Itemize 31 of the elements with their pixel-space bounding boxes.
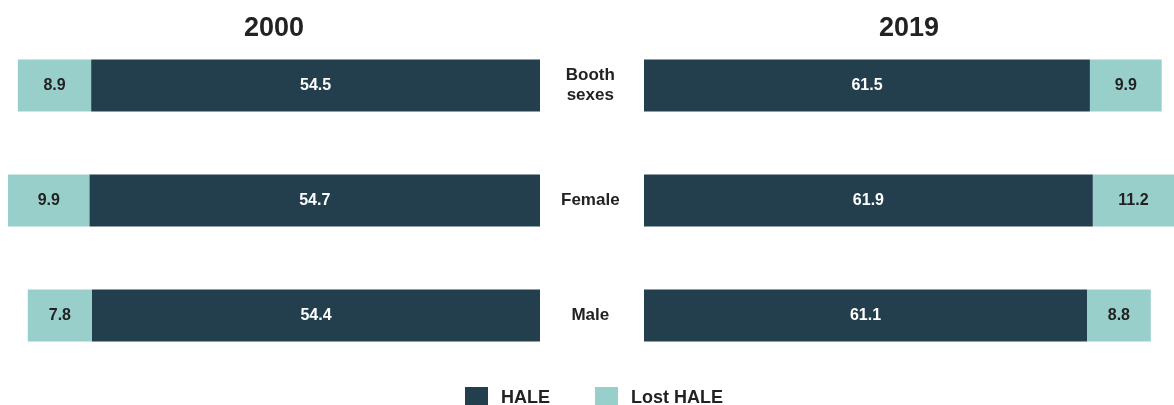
data-label: 7.8 — [48, 305, 72, 323]
data-label: 54.5 — [300, 75, 332, 93]
chart-title: 2019 — [878, 12, 940, 43]
data-label: 11.2 — [1118, 190, 1149, 208]
bar — [644, 289, 1087, 342]
bar — [89, 174, 540, 227]
bar — [92, 289, 540, 342]
bar — [1089, 59, 1162, 112]
bar — [8, 174, 90, 227]
bar — [644, 59, 1090, 112]
data-label: 54.7 — [299, 190, 331, 208]
y-tick-label: Booth sexes — [565, 64, 615, 105]
legend-label: Lost HALE — [631, 386, 723, 405]
bar — [27, 289, 92, 342]
data-label: 61.5 — [851, 75, 883, 93]
bar — [1092, 174, 1174, 227]
y-tick-label: Male — [571, 305, 610, 325]
chart-title: 2000 — [243, 12, 305, 43]
data-label: 8.9 — [43, 75, 66, 93]
data-label: 9.9 — [37, 190, 60, 208]
legend-label: HALE — [501, 386, 550, 405]
data-label: 9.9 — [1114, 75, 1137, 93]
data-label: 61.9 — [852, 190, 885, 208]
bar — [644, 174, 1093, 227]
data-label: 61.1 — [849, 305, 882, 323]
data-label: 54.4 — [300, 305, 332, 323]
y-tick-label: Female — [561, 190, 620, 210]
bar — [17, 59, 92, 112]
data-label: 8.8 — [1107, 305, 1131, 323]
bar — [1087, 289, 1151, 342]
bar — [91, 59, 540, 112]
